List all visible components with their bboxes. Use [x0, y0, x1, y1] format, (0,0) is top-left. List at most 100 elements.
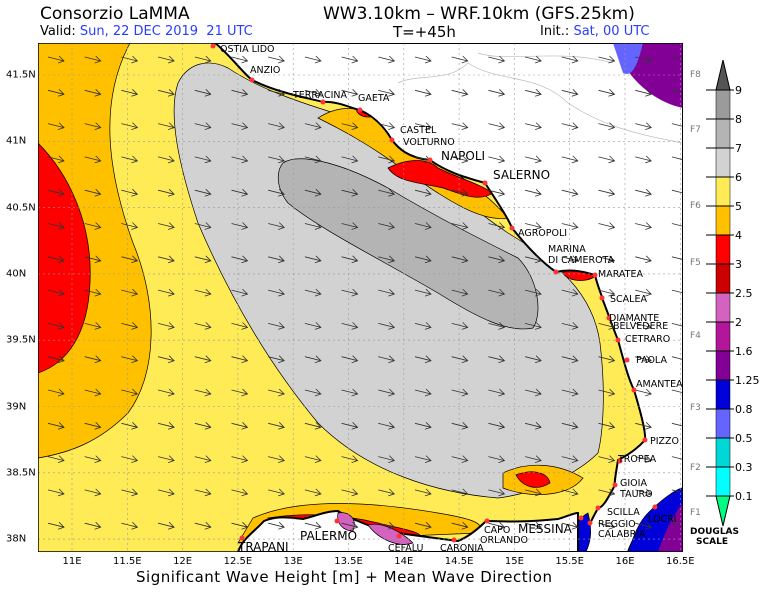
- wave-arrow: [268, 89, 285, 97]
- legend-swatch: [715, 118, 731, 149]
- wave-arrow: [341, 155, 359, 164]
- city-label: PAOLA: [636, 355, 667, 366]
- contour-red-gioia: [515, 471, 551, 488]
- city-dot: [595, 505, 601, 511]
- legend-swatch: [715, 263, 731, 294]
- city-label: AGROPOLI: [518, 228, 567, 239]
- city-dot: [389, 137, 395, 143]
- wave-arrow: [47, 521, 65, 530]
- wave-arrow: [341, 488, 359, 497]
- wave-map: OSTIA LIDO ANZIO TERRACINA GAETA CASTELVOLTU…: [38, 43, 683, 552]
- wave-arrow: [84, 155, 102, 164]
- wave-arrow: [635, 355, 652, 364]
- wave-arrow: [451, 488, 469, 497]
- wave-arrow: [598, 488, 616, 497]
- city-dot: [482, 180, 488, 186]
- city-dot: [631, 387, 637, 393]
- wave-arrow: [451, 422, 469, 430]
- city-dot: [396, 533, 402, 539]
- wave-arrow: [268, 188, 285, 197]
- city-label: CASTEL: [400, 125, 437, 136]
- x-tick-label: 11.5E: [113, 556, 142, 567]
- wave-arrow: [598, 155, 616, 164]
- wave-arrow: [158, 488, 175, 497]
- wave-arrow: [341, 89, 359, 97]
- wave-arrow: [451, 521, 469, 530]
- city-dot: [617, 458, 623, 464]
- wave-arrow: [635, 255, 652, 264]
- wave-arrow: [231, 521, 249, 530]
- x-tick-label: 13E: [283, 556, 303, 567]
- wave-arrow: [488, 288, 506, 297]
- wave-arrow: [378, 89, 396, 97]
- wave-arrow: [525, 155, 542, 164]
- wave-arrow: [84, 355, 102, 364]
- city-dot: [592, 272, 598, 278]
- wave-arrow: [268, 521, 285, 530]
- city-label: AMANTEA: [636, 379, 683, 390]
- wave-arrow: [84, 322, 102, 330]
- wave-arrow: [84, 288, 102, 297]
- wave-arrow: [47, 55, 65, 64]
- wave-arrow: [414, 288, 432, 297]
- city-label: DI CAMEROTA: [548, 255, 615, 266]
- x-tick-label: 11E: [62, 556, 82, 567]
- wave-arrow: [488, 89, 506, 97]
- y-tick-label: 39.5N: [6, 334, 36, 346]
- wave-arrow: [47, 322, 65, 330]
- wave-arrow: [268, 322, 285, 330]
- legend-value: 0.3: [735, 461, 753, 474]
- color-legend: 9 8 7 6 5 4 3 2.5 2 1.6 1.25 0.8 0.5 0.3 0.1 F8 F7 F6 F5 F4…: [690, 59, 784, 534]
- wave-arrow: [635, 122, 652, 130]
- legend-swatch: [715, 408, 731, 439]
- wave-arrow: [121, 388, 139, 397]
- wave-arrow: [561, 188, 579, 197]
- wave-arrow: [84, 521, 102, 530]
- wave-arrow: [231, 188, 249, 197]
- wave-arrow: [158, 322, 175, 330]
- wave-arrow: [635, 422, 652, 430]
- force-label: F4: [690, 331, 701, 341]
- wave-arrow: [121, 322, 139, 330]
- city-dot: [357, 107, 363, 113]
- wave-arrow: [598, 521, 616, 530]
- force-label: F2: [690, 463, 701, 473]
- city-label: MESSINA: [518, 522, 573, 536]
- y-tick-label: 40.5N: [6, 202, 36, 214]
- wave-arrow: [304, 488, 322, 497]
- wave-arrow: [378, 222, 396, 230]
- wave-arrow: [84, 122, 102, 130]
- wave-arrow: [378, 388, 396, 397]
- wave-arrow: [671, 455, 683, 463]
- wave-arrow: [304, 455, 322, 463]
- legend-swatch: [715, 379, 731, 410]
- wave-arrow: [304, 89, 322, 97]
- wave-arrow: [341, 422, 359, 430]
- wave-arrow: [47, 288, 65, 297]
- wave-arrow: [488, 521, 506, 530]
- wave-arrow: [84, 422, 102, 430]
- wave-arrow: [671, 155, 683, 164]
- init-value: Sat, 00 UTC: [573, 24, 650, 39]
- wave-arrow: [84, 188, 102, 197]
- city-label: TROPEA: [617, 454, 657, 465]
- wave-arrow: [378, 255, 396, 264]
- wave-arrow: [121, 288, 139, 297]
- wave-arrow: [47, 155, 65, 164]
- wave-arrow: [598, 288, 616, 297]
- wave-arrow: [231, 455, 249, 463]
- wave-arrow: [378, 288, 396, 297]
- legend-value: 4: [735, 229, 742, 242]
- legend-value: 1.25: [735, 374, 760, 387]
- wave-arrow: [671, 422, 683, 430]
- wave-arrow: [158, 255, 175, 264]
- wave-arrow: [414, 55, 432, 64]
- legend-swatch: [715, 176, 731, 207]
- wave-arrow: [488, 155, 506, 164]
- force-label: F1: [690, 508, 701, 518]
- wave-arrow: [671, 89, 683, 97]
- x-axis-label: Significant Wave Height [m] + Mean Wave …: [136, 568, 553, 586]
- wave-arrow: [414, 255, 432, 264]
- wave-arrow: [84, 388, 102, 397]
- wave-arrow: [268, 288, 285, 297]
